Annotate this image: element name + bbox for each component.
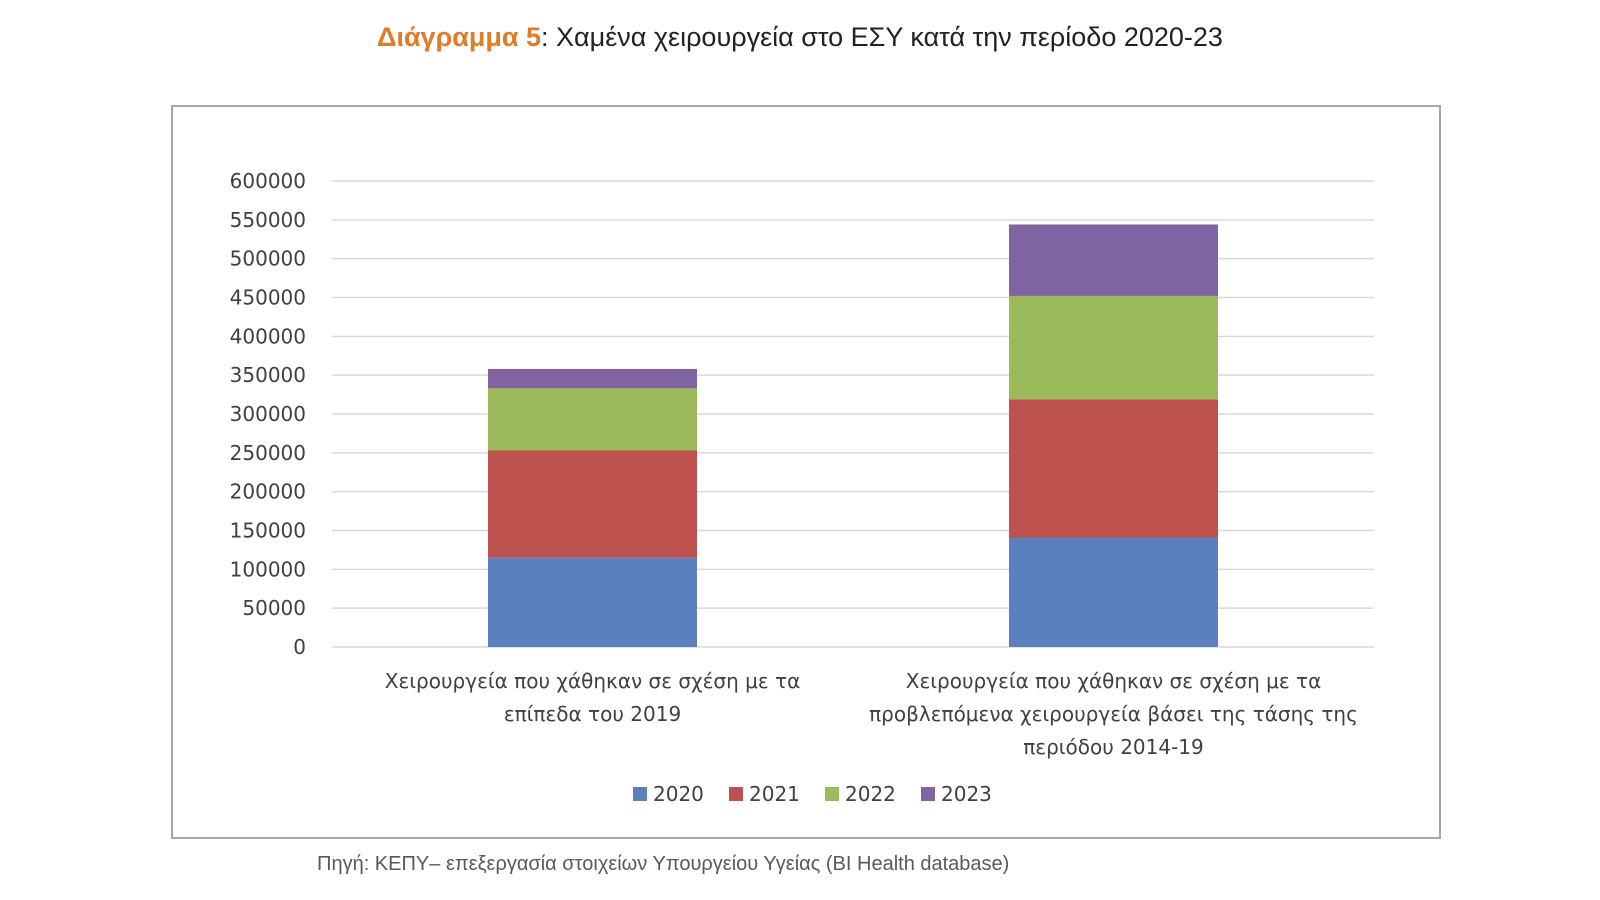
legend-swatch-2023 bbox=[921, 787, 935, 801]
chart-frame bbox=[171, 105, 1441, 839]
legend-swatch-2021 bbox=[729, 787, 743, 801]
y-tick-label: 0 bbox=[293, 635, 306, 659]
chart-title-prefix: Διάγραμμα 5 bbox=[377, 22, 542, 52]
chart-title: Διάγραμμα 5: Χαμένα χειρουργεία στο ΕΣΥ … bbox=[0, 22, 1600, 53]
x-category-label: Χειρουργεία που χάθηκαν σε σχέση με τα bbox=[906, 669, 1322, 693]
y-tick-label: 600000 bbox=[230, 169, 306, 193]
x-category-label: προβλεπόμενα χειρουργεία βάσει της τάσης… bbox=[869, 702, 1358, 726]
legend-label-2020: 2020 bbox=[653, 782, 704, 806]
bar-segment-2021 bbox=[1009, 399, 1218, 538]
x-category-label: περιόδου 2014-19 bbox=[1023, 735, 1204, 759]
y-tick-label: 100000 bbox=[230, 557, 306, 581]
x-category-label: επίπεδα του 2019 bbox=[504, 702, 681, 726]
bar-segment-2020 bbox=[1009, 537, 1218, 647]
y-tick-label: 300000 bbox=[230, 402, 306, 426]
x-category-label: Χειρουργεία που χάθηκαν σε σχέση με τα bbox=[385, 669, 801, 693]
bar-segment-2022 bbox=[1009, 295, 1218, 400]
y-tick-label: 350000 bbox=[230, 363, 306, 387]
y-tick-label: 500000 bbox=[230, 247, 306, 271]
y-tick-label: 400000 bbox=[230, 324, 306, 348]
y-tick-label: 550000 bbox=[230, 208, 306, 232]
bar-segment-2022 bbox=[488, 388, 697, 451]
bar-segment-2023 bbox=[1009, 224, 1218, 296]
legend-swatch-2022 bbox=[825, 787, 839, 801]
legend-label-2021: 2021 bbox=[749, 782, 800, 806]
legend-label-2023: 2023 bbox=[941, 782, 992, 806]
y-tick-label: 50000 bbox=[242, 596, 306, 620]
bar-segment-2023 bbox=[488, 368, 697, 389]
chart-title-text: : Χαμένα χειρουργεία στο ΕΣΥ κατά την πε… bbox=[541, 22, 1223, 52]
y-tick-label: 450000 bbox=[230, 286, 306, 310]
legend-label-2022: 2022 bbox=[845, 782, 896, 806]
bar-segment-2020 bbox=[488, 557, 697, 647]
y-tick-label: 250000 bbox=[230, 441, 306, 465]
y-tick-label: 150000 bbox=[230, 519, 306, 543]
legend-swatch-2020 bbox=[633, 787, 647, 801]
bar-segment-2021 bbox=[488, 450, 697, 558]
y-tick-label: 200000 bbox=[230, 480, 306, 504]
source-note: Πηγή: ΚΕΠΥ– επεξεργασία στοιχείων Υπουργ… bbox=[317, 853, 1010, 875]
